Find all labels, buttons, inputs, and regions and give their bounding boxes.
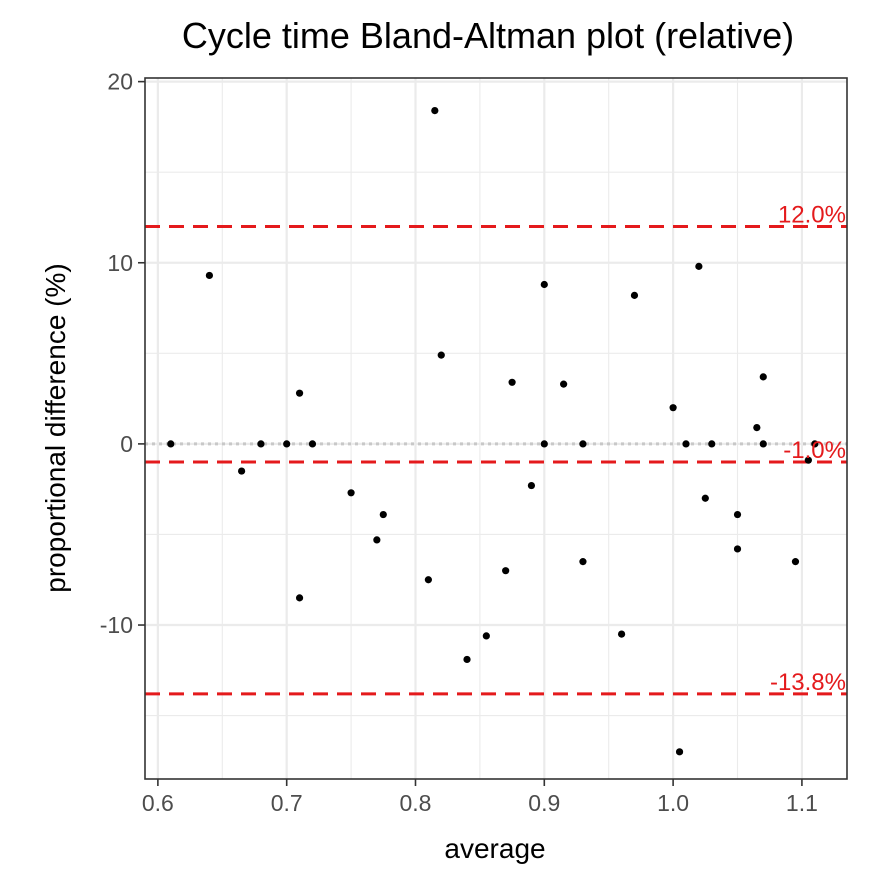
data-point xyxy=(540,440,548,448)
data-point xyxy=(630,291,639,299)
data-point xyxy=(669,404,677,412)
y-tick-label: 0 xyxy=(120,431,133,457)
data-point xyxy=(579,558,587,566)
data-point xyxy=(540,280,548,289)
x-tick-label: 0.8 xyxy=(400,790,432,816)
data-point xyxy=(791,558,800,566)
data-point xyxy=(308,440,317,448)
data-point xyxy=(759,373,767,381)
minor-gridlines xyxy=(145,78,847,779)
y-axis-title: proportional difference (%) xyxy=(40,263,71,592)
data-point xyxy=(811,440,819,448)
x-tick-label: 0.6 xyxy=(142,790,174,816)
data-point xyxy=(753,423,761,432)
data-point xyxy=(617,630,626,638)
x-tick-label: 1.0 xyxy=(657,790,689,816)
data-point xyxy=(708,440,716,448)
x-axis-title: average xyxy=(444,833,545,864)
data-point xyxy=(804,456,812,464)
x-axis-ticks: 0.6 0.7 0.8 0.9 1.0 1.1 xyxy=(142,779,818,816)
x-tick-label: 0.7 xyxy=(271,790,303,816)
data-point xyxy=(695,262,703,270)
data-point xyxy=(560,380,568,388)
data-point xyxy=(379,510,387,519)
data-point xyxy=(257,440,265,448)
data-point xyxy=(482,632,490,640)
data-point xyxy=(508,378,516,386)
y-tick-label: -10 xyxy=(100,612,133,638)
y-tick-label: 10 xyxy=(107,250,133,276)
data-point xyxy=(579,440,587,448)
x-tick-label: 0.9 xyxy=(528,790,560,816)
chart-title: Cycle time Bland-Altman plot (relative) xyxy=(182,15,794,56)
data-point xyxy=(373,536,381,544)
data-point xyxy=(733,545,742,553)
data-point xyxy=(733,510,742,519)
data-point xyxy=(682,440,690,448)
data-point xyxy=(759,440,767,448)
y-tick-label: 20 xyxy=(107,69,133,95)
data-point xyxy=(347,489,355,497)
y-axis-ticks: -10 0 10 20 xyxy=(100,69,145,638)
data-point xyxy=(701,494,709,502)
limit-label: 12.0% xyxy=(778,202,846,229)
x-tick-label: 1.1 xyxy=(786,790,818,816)
data-point xyxy=(295,594,304,602)
data-point xyxy=(502,567,510,575)
data-point xyxy=(205,271,214,280)
data-point xyxy=(283,440,291,448)
data-point xyxy=(431,107,439,115)
limit-labels: 12.0% -1.0% -13.8% xyxy=(770,202,846,696)
limit-label: -1.0% xyxy=(783,437,846,464)
data-point xyxy=(238,467,246,475)
data-point xyxy=(295,389,304,397)
limit-lines xyxy=(145,225,847,696)
data-point xyxy=(527,481,536,490)
data-point xyxy=(675,748,684,756)
data-point xyxy=(437,351,445,359)
data-point xyxy=(424,576,432,584)
data-point xyxy=(167,440,175,448)
data-points xyxy=(167,107,819,756)
data-point xyxy=(463,655,471,664)
limit-label: -13.8% xyxy=(770,669,846,696)
major-gridlines xyxy=(145,78,847,779)
panel-border xyxy=(144,77,848,780)
